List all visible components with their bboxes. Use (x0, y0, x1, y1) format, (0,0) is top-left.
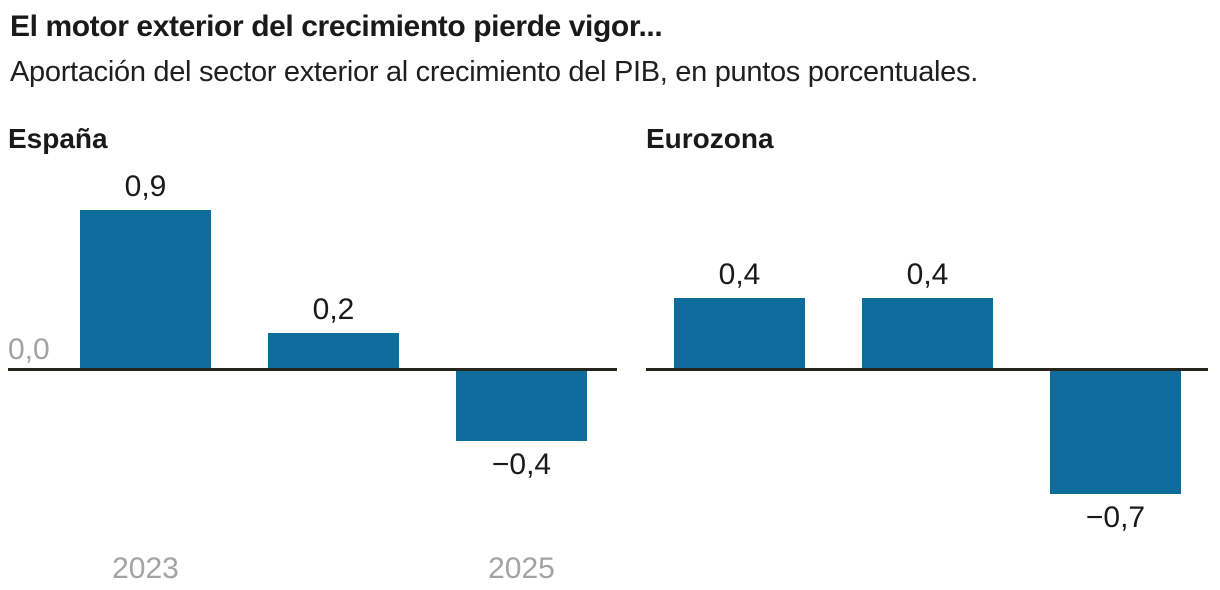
panel-title-eurozona: Eurozona (646, 123, 774, 154)
year-label-2025: 2025 (488, 552, 555, 585)
zero-axis-line-eurozona (646, 368, 1208, 371)
bar-eurozona-2024 (862, 298, 993, 368)
bar-eurozona-2025 (1050, 371, 1181, 494)
bar-espana-2025 (456, 371, 587, 441)
chart-subtitle: Aportación del sector exterior al crecim… (10, 56, 978, 88)
value-label-eurozona-2023: 0,4 (718, 258, 761, 291)
zero-axis-label: 0,0 (8, 333, 50, 366)
value-label-espana-2025: −0,4 (491, 448, 552, 481)
bar-espana-2024 (268, 333, 399, 368)
value-label-espana-2024: 0,2 (312, 293, 355, 326)
value-label-eurozona-2025: −0,7 (1085, 501, 1146, 534)
value-label-eurozona-2024: 0,4 (906, 258, 949, 291)
chart-panel-eurozona: Eurozona 0,4 0,4 −0,7 (646, 115, 1208, 590)
chart-panel-espana: España 0,0 0,9 0,2 −0,4 2023 2025 (8, 115, 617, 590)
value-label-espana-2023: 0,9 (124, 170, 167, 203)
bar-eurozona-2023 (674, 298, 805, 368)
year-label-2023: 2023 (112, 552, 179, 585)
chart-title: El motor exterior del crecimiento pierde… (10, 10, 663, 43)
bar-espana-2023 (80, 210, 211, 368)
panel-title-espana: España (8, 123, 108, 154)
zero-axis-line-espana (8, 368, 617, 371)
